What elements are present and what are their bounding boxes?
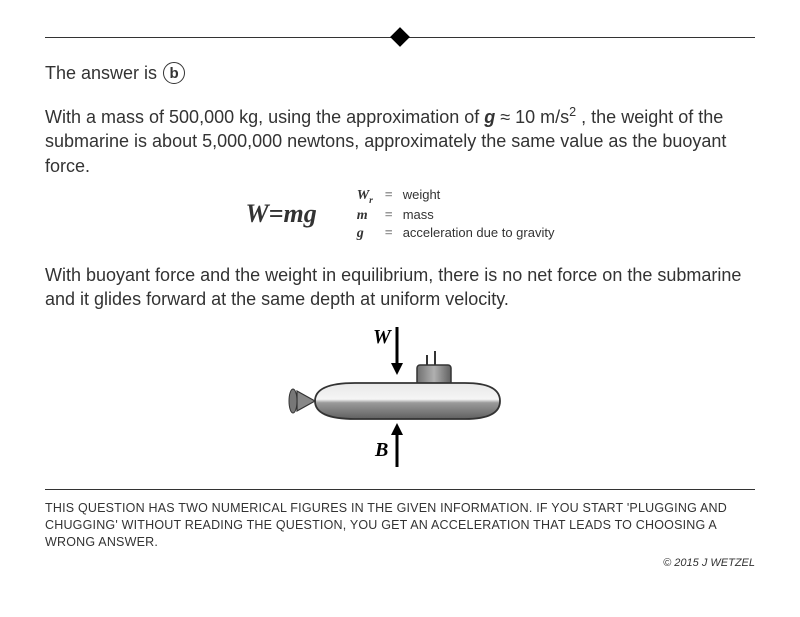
answer-prefix: The answer is xyxy=(45,63,157,84)
propeller-icon xyxy=(289,389,297,413)
formula-row: W=mg Wr = weight m = mass g = accelerati… xyxy=(45,186,755,243)
w-label: W xyxy=(373,326,392,348)
w-arrow-head-icon xyxy=(391,363,403,375)
legend-row: g = acceleration due to gravity xyxy=(357,225,555,242)
legend-sym: m xyxy=(357,208,379,224)
b-label: B xyxy=(374,439,388,461)
b-arrow-head-icon xyxy=(391,423,403,435)
legend-row: m = mass xyxy=(357,207,555,224)
footer-note: THIS QUESTION HAS TWO NUMERICAL FIGURES … xyxy=(45,500,755,551)
diamond-ornament-icon xyxy=(390,27,410,47)
legend-val: mass xyxy=(403,207,434,222)
legend-val: acceleration due to gravity xyxy=(403,225,555,240)
answer-line: The answer is b xyxy=(45,62,755,84)
legend-eq: = xyxy=(385,188,397,204)
explanation-paragraph-2: With buoyant force and the weight in equ… xyxy=(45,263,755,312)
formula-main: W=mg xyxy=(246,199,317,229)
legend-eq: = xyxy=(385,226,397,242)
formula-legend: Wr = weight m = mass g = acceleration du… xyxy=(357,186,555,243)
p1-t1: With a mass of 500,000 kg, using the app… xyxy=(45,107,484,127)
submarine-svg-icon: W B xyxy=(265,321,535,471)
legend-sym: g xyxy=(357,226,379,242)
bottom-divider xyxy=(45,489,755,490)
answer-letter-circle: b xyxy=(163,62,185,84)
legend-row: Wr = weight xyxy=(357,187,555,206)
copyright: © 2015 J WETZEL xyxy=(45,557,755,569)
top-divider xyxy=(45,30,755,44)
tail-fin xyxy=(297,391,315,411)
submarine-hull xyxy=(315,383,500,419)
legend-val: weight xyxy=(403,187,441,202)
legend-sym: Wr xyxy=(357,188,379,206)
p1-approx: ≈ 10 m/s xyxy=(495,107,569,127)
legend-eq: = xyxy=(385,208,397,224)
explanation-paragraph-1: With a mass of 500,000 kg, using the app… xyxy=(45,104,755,178)
p1-g: g xyxy=(484,107,495,127)
submarine-diagram: W B xyxy=(45,321,755,471)
answer-letter: b xyxy=(169,65,178,82)
